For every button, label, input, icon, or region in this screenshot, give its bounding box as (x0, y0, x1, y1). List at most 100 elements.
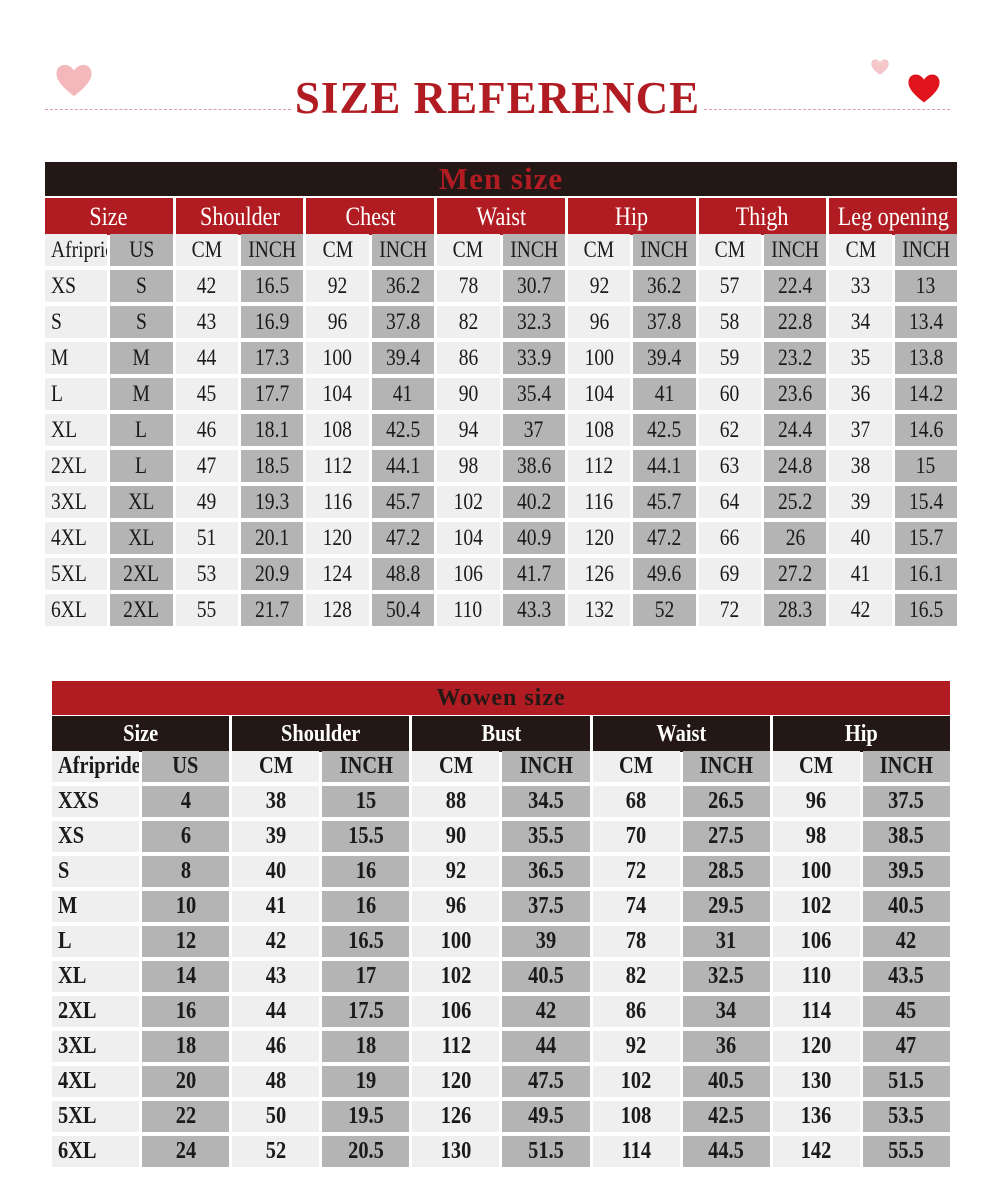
table-cell: 16 (142, 996, 230, 1027)
table-cell-text: M (132, 345, 151, 370)
page-title: SIZE REFERENCE (294, 73, 701, 123)
table-cell: 60 (698, 378, 761, 410)
table-cell: 47 (862, 1031, 950, 1062)
table-cell: 19.5 (322, 1101, 410, 1132)
table-cell: 39.5 (862, 856, 950, 887)
column-group-header-text: Shoulder (199, 201, 280, 231)
table-cell: 15 (894, 450, 957, 482)
table-cell-text: 100 (801, 858, 832, 884)
table-cell-text: 39 (535, 928, 557, 954)
table-cell: 44.1 (371, 450, 435, 482)
table-cell: 19.3 (241, 486, 304, 518)
table-cell-text: 41 (850, 561, 871, 586)
table-cell: 38.5 (862, 821, 950, 852)
table-cell-text: 104 (584, 381, 614, 406)
table-cell-text: 24 (175, 1138, 196, 1164)
table-cell: 55.5 (862, 1136, 950, 1167)
table-cell: 19 (322, 1066, 410, 1097)
table-cell-text: 102 (620, 1068, 652, 1094)
table-cell-text: 45 (197, 381, 217, 406)
column-subheader: CM (306, 234, 369, 266)
column-subheader: US (142, 751, 230, 782)
table-cell: 114 (592, 1136, 680, 1167)
table-cell: 44 (232, 996, 320, 1027)
table-cell-text: 13.4 (908, 309, 943, 334)
table-cell: 44.5 (682, 1136, 770, 1167)
column-group-header-text: Bust (481, 720, 521, 747)
table-cell-text: 27.5 (708, 823, 745, 849)
table-cell-text: 106 (801, 928, 832, 954)
table-cell: 18.5 (241, 450, 304, 482)
size-label: 5XL (52, 1101, 140, 1132)
size-label: S (45, 306, 108, 338)
column-subheader: CM (772, 751, 860, 782)
table-cell: 47 (175, 450, 239, 482)
table-cell-text: 47 (197, 453, 217, 478)
table-cell: 96 (772, 786, 860, 817)
table-cell: 88 (412, 786, 500, 817)
size-label: 3XL (45, 486, 108, 518)
table-cell: 126 (412, 1101, 500, 1132)
table-cell: 16.5 (322, 926, 410, 957)
table-cell-text: 120 (322, 525, 353, 550)
table-cell-text: 23.2 (777, 345, 813, 370)
table-cell: 86 (592, 996, 680, 1027)
table-cell-text: 47.5 (528, 1068, 564, 1094)
table-cell-text: 17.5 (347, 998, 384, 1024)
table-cell-text: 82 (625, 963, 647, 989)
table-cell-text: 13.8 (908, 345, 943, 370)
table-cell-text: 108 (584, 417, 614, 442)
size-label-text: S (51, 309, 62, 334)
size-label-text: 2XL (51, 453, 87, 478)
table-cell: 18.1 (241, 414, 304, 446)
table-cell-text: 92 (589, 273, 609, 298)
table-cell: 6 (142, 821, 230, 852)
table-cell-text: 30.7 (516, 273, 551, 298)
table-cell: 29.5 (682, 891, 770, 922)
table-cell: 26.5 (682, 786, 770, 817)
table-cell-text: 104 (453, 525, 483, 550)
table-cell-text: 116 (323, 489, 352, 514)
table-cell-text: 17.7 (255, 381, 290, 406)
table-cell-text: 110 (454, 597, 483, 622)
table-cell: 90 (412, 821, 500, 852)
column-subheader-text: CM (799, 753, 834, 779)
table-cell: 33 (829, 270, 892, 302)
table-cell-text: 18 (175, 1033, 196, 1059)
table-cell-text: 22.4 (777, 273, 813, 298)
table-cell: 40.5 (502, 961, 590, 992)
table-cell: 44 (175, 342, 239, 374)
table-cell-text: XL (128, 489, 155, 514)
table-cell: 120 (412, 1066, 500, 1097)
size-label: XL (45, 414, 108, 446)
table-cell-text: 50.4 (385, 597, 421, 622)
table-cell: 36.2 (371, 270, 435, 302)
table-cell-text: 38 (850, 453, 871, 478)
table-cell-text: 8 (180, 858, 191, 884)
table-cell: 136 (772, 1101, 860, 1132)
table-cell: 18 (142, 1031, 230, 1062)
table-cell-text: 106 (453, 561, 483, 586)
table-cell: 48 (232, 1066, 320, 1097)
table-cell-text: 120 (440, 1068, 472, 1094)
table-cell: 16.5 (241, 270, 304, 302)
table-cell-text: 24.8 (777, 453, 813, 478)
column-group-header-text: Hip (615, 201, 649, 231)
size-label: 2XL (52, 996, 140, 1027)
table-cell-text: 41.7 (516, 561, 551, 586)
table-cell: 42.5 (371, 414, 435, 446)
table-cell: 43.3 (502, 594, 565, 626)
table-cell-text: 64 (719, 489, 740, 514)
size-label-text: XL (51, 417, 78, 442)
table-cell: 100 (772, 856, 860, 887)
table-cell-text: 31 (716, 928, 737, 954)
table-cell-text: 17.3 (255, 345, 290, 370)
table-cell-text: 16.5 (347, 928, 384, 954)
table-cell-text: 19.5 (347, 1103, 384, 1129)
column-subheader: INCH (371, 234, 435, 266)
table-cell: 142 (772, 1136, 860, 1167)
table-cell: 36.5 (502, 856, 590, 887)
column-subheader-text: INCH (379, 237, 427, 262)
column-subheader-text: CM (845, 237, 876, 262)
table-cell: 40.9 (502, 522, 565, 554)
